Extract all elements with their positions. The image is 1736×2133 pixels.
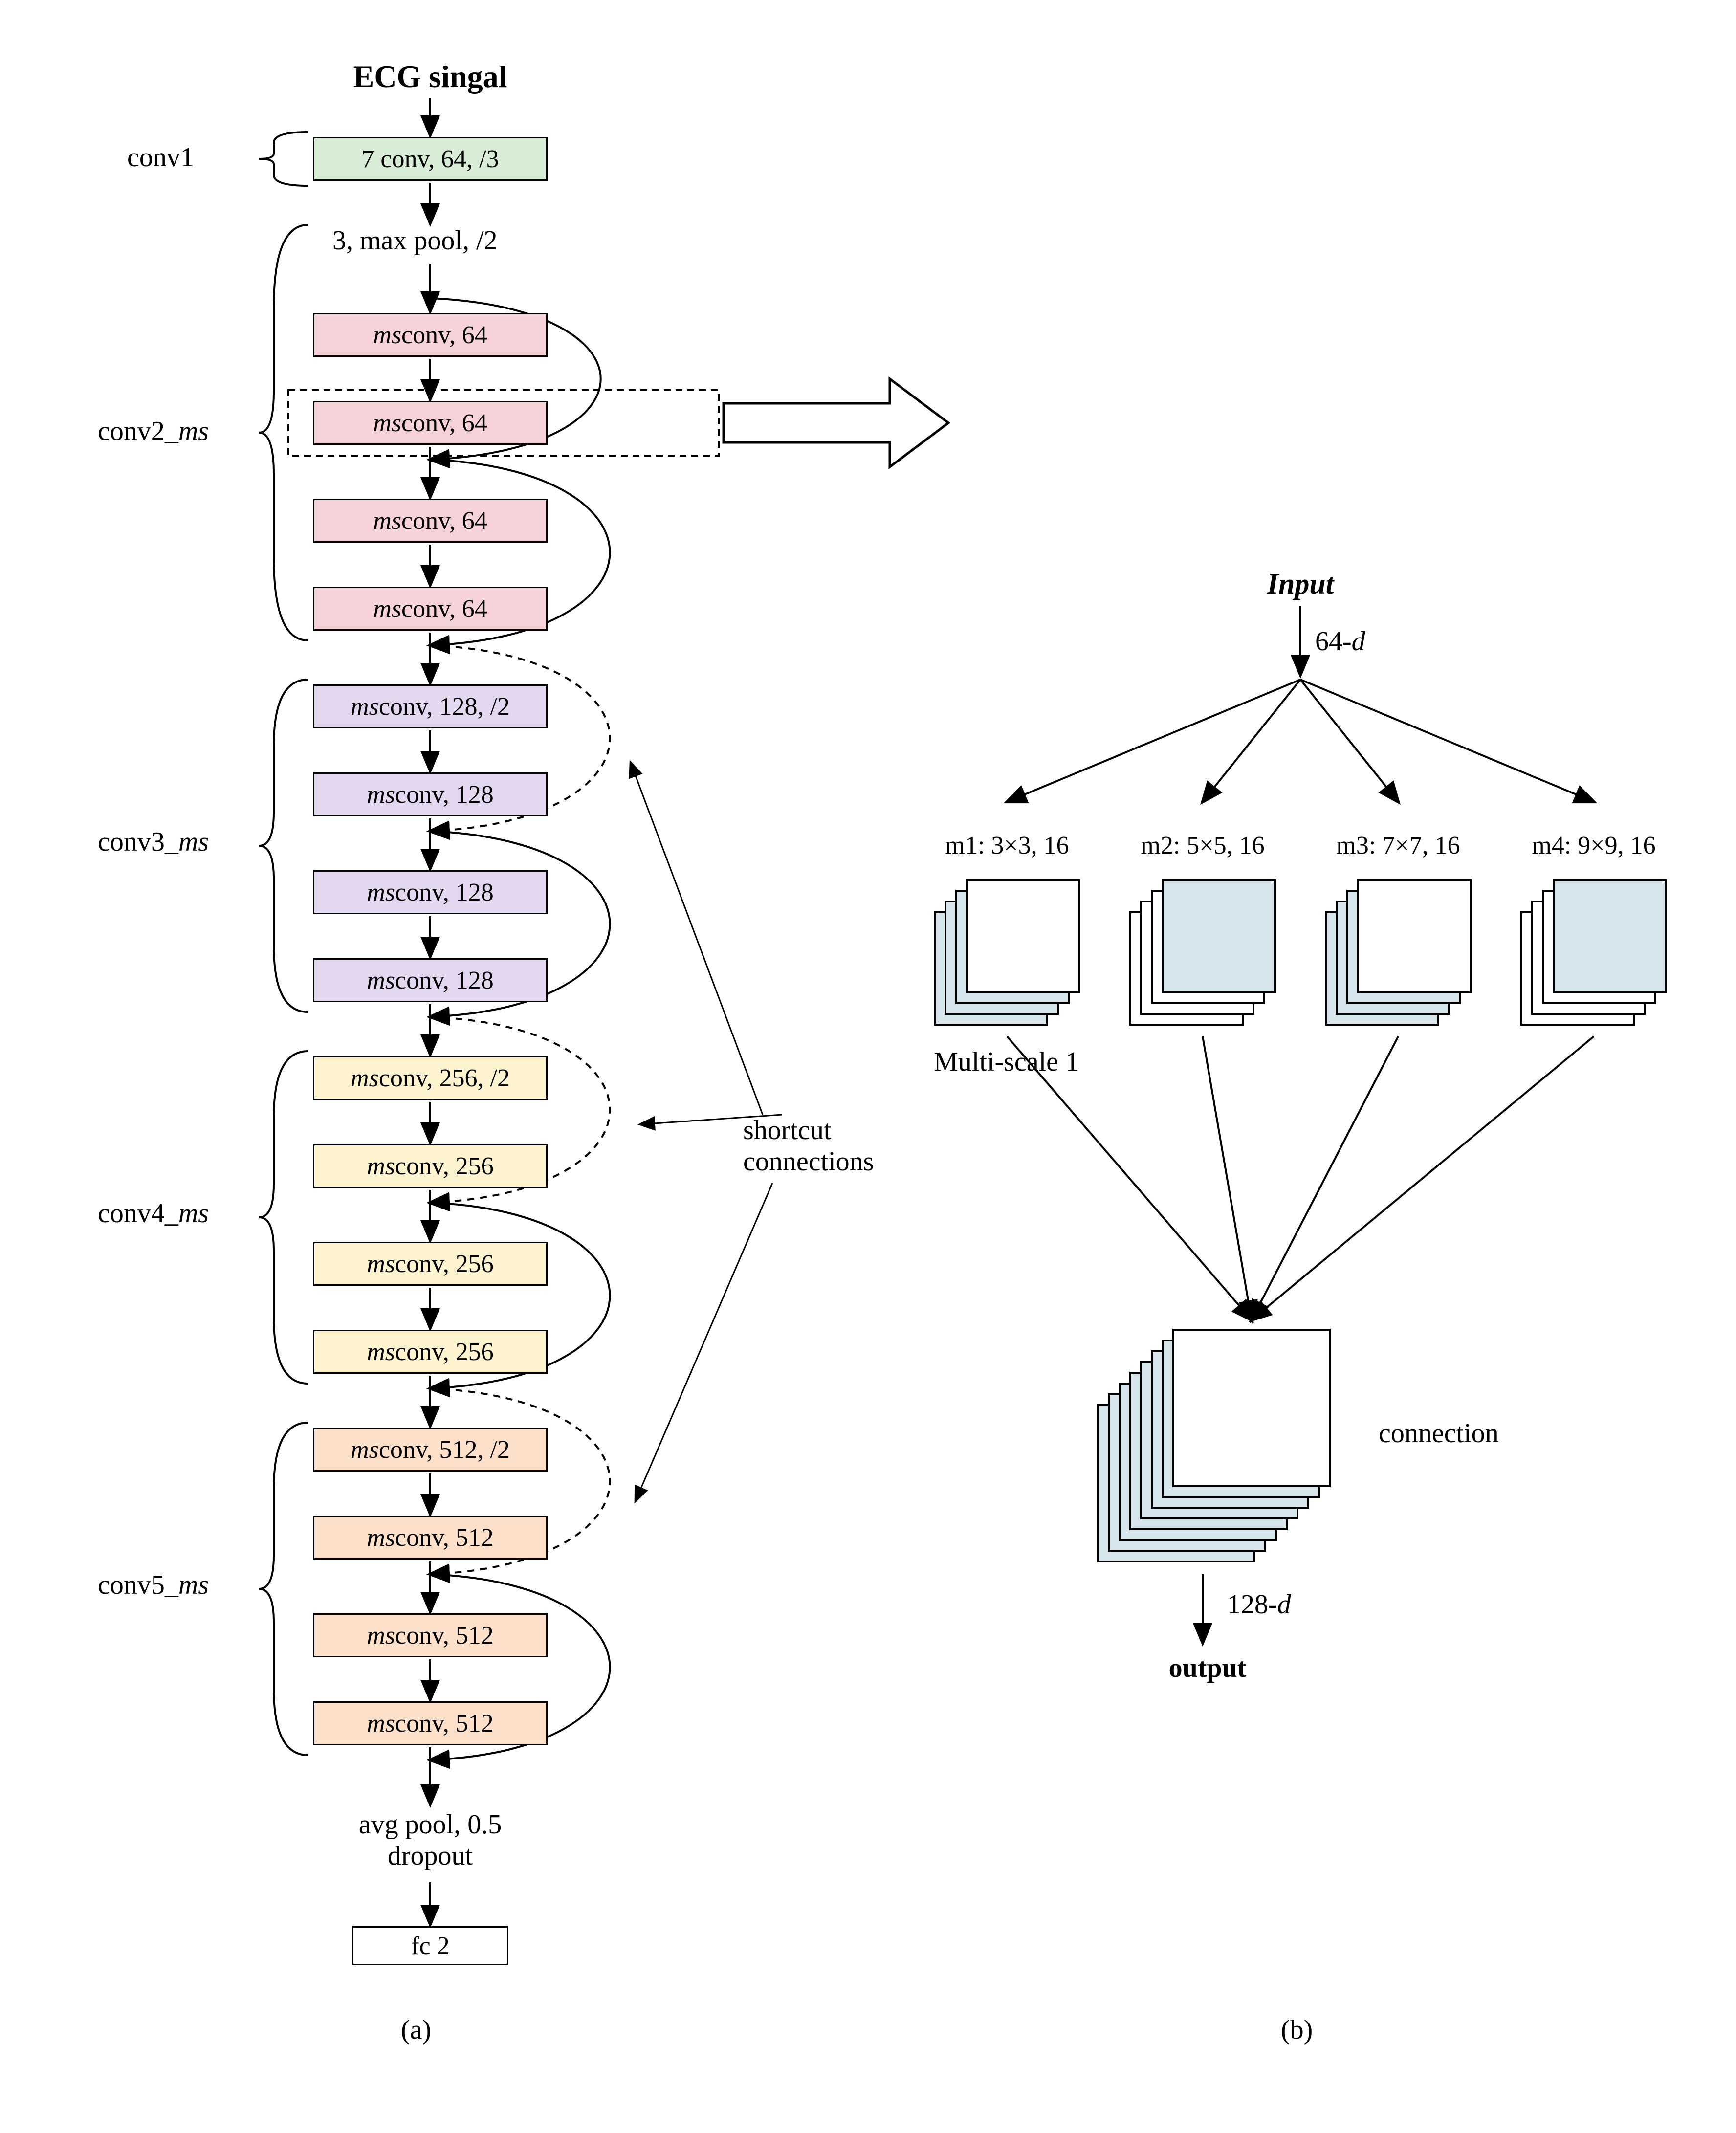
- section-label: conv2_ms: [98, 416, 209, 447]
- branch-label: m4: 9×9, 16: [1511, 831, 1677, 860]
- sublabel-a: (a): [401, 2014, 431, 2045]
- block-b_c3_2: ms conv, 128: [313, 772, 548, 816]
- maxpool-label: 3, max pool, /2: [332, 225, 498, 256]
- section-label: conv4_ms: [98, 1198, 209, 1229]
- branch-label: m3: 7×7, 16: [1315, 831, 1481, 860]
- block-b_c4_4: ms conv, 256: [313, 1330, 548, 1374]
- block-b_c5_2: ms conv, 512: [313, 1516, 548, 1560]
- block-b_fc: fc 2: [352, 1926, 508, 1965]
- block-b_c3_4: ms conv, 128: [313, 958, 548, 1002]
- right-output: output: [1144, 1652, 1271, 1684]
- right-input-dim: 64-d: [1315, 626, 1365, 657]
- block-b_c3_3: ms conv, 128: [313, 870, 548, 914]
- block-b_conv1: 7 conv, 64, /3: [313, 137, 548, 181]
- block-b_c4_3: ms conv, 256: [313, 1242, 548, 1286]
- block-b_c5_1: ms conv, 512, /2: [313, 1428, 548, 1472]
- section-label: conv1: [127, 142, 194, 173]
- shortcut-label: shortcutconnections: [743, 1115, 874, 1177]
- section-label: conv3_ms: [98, 826, 209, 858]
- block-b_c4_2: ms conv, 256: [313, 1144, 548, 1188]
- section-label: conv5_ms: [98, 1569, 209, 1601]
- right-input: Input: [1242, 567, 1359, 601]
- branch-label: m1: 3×3, 16: [924, 831, 1090, 860]
- block-b_c2_4: ms conv, 64: [313, 587, 548, 631]
- branch-label: m2: 5×5, 16: [1120, 831, 1286, 860]
- block-b_c5_4: ms conv, 512: [313, 1701, 548, 1745]
- block-b_c2_3: ms conv, 64: [313, 499, 548, 543]
- sublabel-b: (b): [1281, 2014, 1313, 2045]
- right-out-dim: 128-d: [1227, 1589, 1291, 1620]
- avgpool-label: avg pool, 0.5dropout: [303, 1809, 557, 1871]
- multiscale-label: Multi-scale 1: [934, 1046, 1079, 1077]
- block-b_c2_1: ms conv, 64: [313, 313, 548, 357]
- block-b_c3_1: ms conv, 128, /2: [313, 684, 548, 728]
- block-b_c5_3: ms conv, 512: [313, 1613, 548, 1657]
- title: ECG singal: [274, 59, 587, 95]
- connection-label: connection: [1379, 1418, 1499, 1449]
- block-b_c2_2: ms conv, 64: [313, 401, 548, 445]
- block-b_c4_1: ms conv, 256, /2: [313, 1056, 548, 1100]
